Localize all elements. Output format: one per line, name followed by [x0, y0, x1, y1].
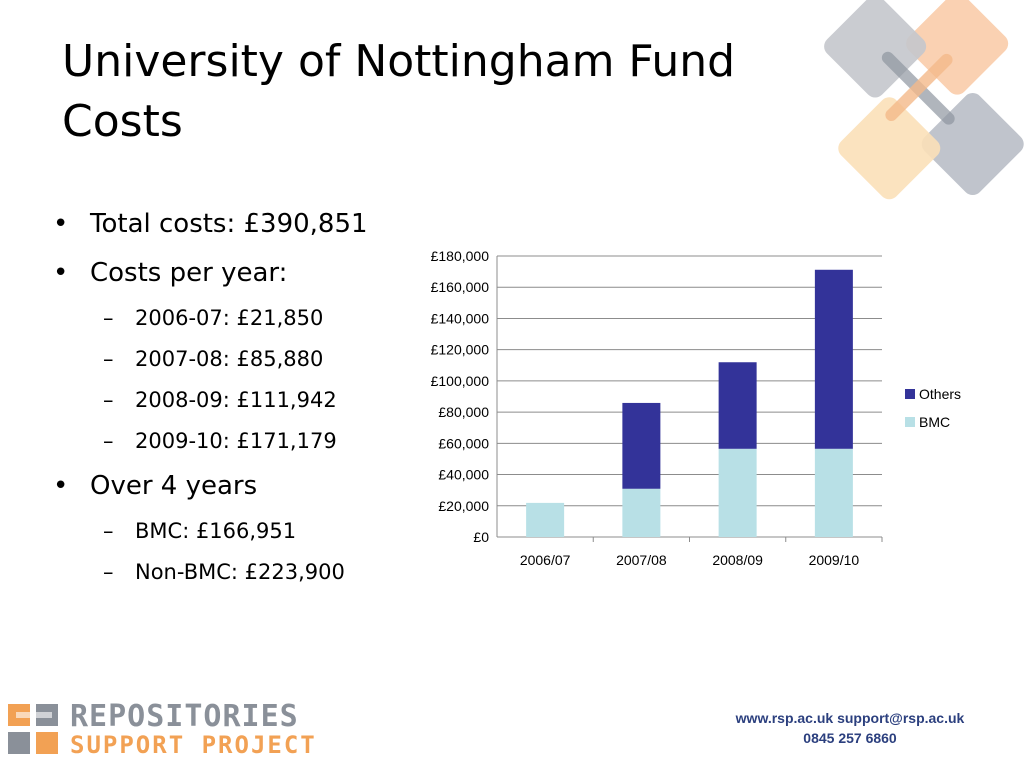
subbullet-2009-10: –2009-10: £171,179: [103, 429, 337, 453]
stacked-bar-chart: £0 £20,000 £40,000 £60,000 £80,000 £100,000 £1…: [431, 248, 961, 568]
brand-name-line1: REPOSITORIES: [70, 699, 299, 734]
subbullet-bmc: – BMC: £166,951: [103, 519, 297, 543]
x-tick-label: 2008/09: [712, 552, 763, 568]
subbullet-non-bmc: – Non-BMC: £223,900: [103, 560, 345, 584]
rsp-brand-logo: REPOSITORIES SUPPORT PROJECT: [8, 702, 348, 758]
bar-others-2007-08: [622, 402, 661, 489]
y-tick-label: £60,000: [438, 435, 489, 451]
rsp-decorative-logo: [824, 0, 1024, 200]
x-tick-label: 2006/07: [520, 552, 571, 568]
bar-bmc-2006-07: [526, 502, 565, 537]
bullet-list: • Total costs: £390,851 • Costs per year: …: [45, 200, 405, 593]
y-tick-label: £20,000: [438, 498, 489, 514]
brand-name-line2: SUPPORT PROJECT: [70, 731, 317, 759]
bullet-total-costs: • Total costs: £390,851: [53, 209, 368, 239]
legend-label-others: Others: [919, 386, 961, 402]
legend-swatch-others: [905, 389, 915, 399]
subbullet-2008-09: –2008-09: £111,942: [103, 388, 337, 412]
subbullet-2007-08: –2007-08: £85,880: [103, 347, 324, 371]
y-tick-label: £180,000: [431, 248, 490, 264]
x-tick-label: 2007/08: [616, 552, 667, 568]
rsp-brand-icon: [8, 704, 58, 754]
y-tick-label: £120,000: [431, 342, 490, 358]
bar-bmc-2009-10: [814, 448, 853, 537]
contact-phone: 0845 257 6860: [803, 730, 897, 746]
y-tick-label: £160,000: [431, 279, 490, 295]
bar-bmc-2008-09: [718, 448, 757, 537]
y-tick-label: £100,000: [431, 373, 490, 389]
y-tick-label: £80,000: [438, 404, 489, 420]
bar-others-2009-10: [814, 269, 853, 449]
y-tick-label: £0: [473, 529, 489, 545]
y-tick-label: £40,000: [438, 467, 489, 483]
bullet-costs-per-year: • Costs per year:: [53, 258, 288, 288]
legend-swatch-bmc: [905, 417, 915, 427]
bar-others-2008-09: [718, 362, 757, 449]
bar-bmc-2007-08: [622, 488, 661, 537]
contact-web-email[interactable]: www.rsp.ac.uk support@rsp.ac.uk: [735, 710, 965, 726]
contact-info: www.rsp.ac.uk support@rsp.ac.uk 0845 257…: [700, 708, 1000, 748]
subbullet-2006-07: –2006-07: £21,850: [103, 306, 324, 330]
legend-label-bmc: BMC: [919, 414, 950, 430]
slide-title: University of Nottingham Fund Costs: [62, 36, 736, 147]
bullet-over-4-years: • Over 4 years: [53, 471, 258, 501]
y-tick-label: £140,000: [431, 310, 490, 326]
x-tick-label: 2009/10: [809, 552, 860, 568]
